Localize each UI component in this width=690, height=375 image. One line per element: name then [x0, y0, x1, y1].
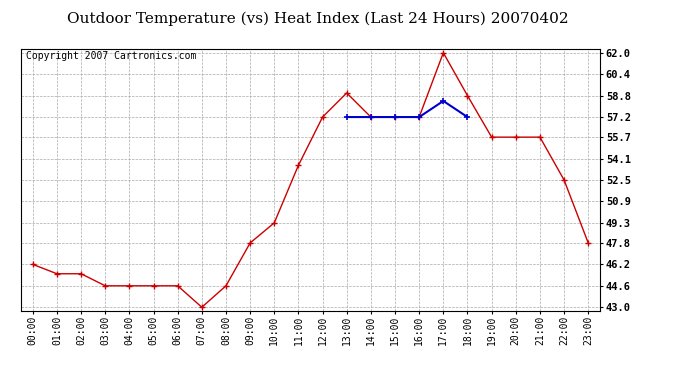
- Text: Copyright 2007 Cartronics.com: Copyright 2007 Cartronics.com: [26, 51, 197, 62]
- Text: Outdoor Temperature (vs) Heat Index (Last 24 Hours) 20070402: Outdoor Temperature (vs) Heat Index (Las…: [67, 11, 568, 26]
